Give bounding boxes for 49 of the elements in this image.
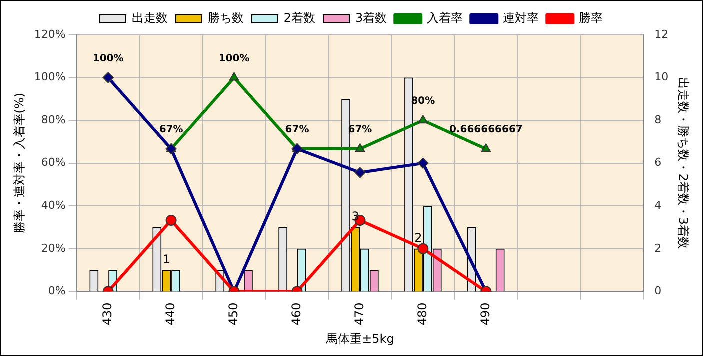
y2-tick-label: 2 (654, 242, 662, 255)
x-tick-label: 430 (100, 302, 114, 326)
legend-label: 3着数 (356, 11, 388, 26)
point (166, 144, 177, 155)
point (418, 115, 428, 124)
legend-label: 勝率 (579, 11, 604, 26)
point (354, 167, 366, 178)
legend-label: 連対率 (503, 11, 540, 26)
y-tick-label: 0% (48, 284, 66, 298)
y-tick-label: 120% (34, 28, 66, 41)
y2-tick-label: 6 (654, 156, 662, 170)
data-label: 2 (414, 231, 422, 246)
legend-label: 2着数 (284, 11, 316, 26)
point (166, 214, 177, 226)
point (229, 72, 240, 81)
x-tick-label: 460 (289, 302, 304, 326)
y2-tick-label: 4 (654, 198, 662, 212)
y2-tick-label: 10 (654, 70, 669, 84)
legend-label: 入着率 (427, 11, 464, 26)
data-label: 67% (159, 124, 184, 136)
x-axis-title: 馬体重±5kg (325, 332, 394, 346)
point (418, 158, 429, 169)
data-label: 1 (162, 252, 170, 266)
data-label: 67% (285, 124, 310, 136)
point (102, 72, 114, 84)
point (355, 144, 366, 152)
x-tick-label: 450 (226, 302, 240, 326)
y-tick-label: 40% (41, 198, 66, 212)
y2-tick-label: 8 (654, 113, 662, 126)
data-label: 100% (218, 53, 250, 64)
legend-label: 勝ち数 (208, 11, 244, 26)
legend-label: 出走数 (132, 11, 168, 26)
point (481, 144, 491, 152)
data-label: 3 (352, 210, 360, 224)
annotation: 100% (92, 53, 124, 64)
y2-axis-title: 出走数・勝ち数・2着数・3着数 (676, 78, 691, 249)
y2-tick-label: 0 (654, 284, 662, 298)
x-tick-label: 440 (163, 302, 178, 326)
y2-tick-label: 12 (654, 28, 669, 41)
y-tick-label: 80% (41, 113, 66, 126)
y-tick-label: 20% (41, 242, 66, 255)
y-axis-title: 勝率・連対率・入着率(%) (12, 92, 26, 234)
point (292, 144, 303, 155)
y-tick-label: 60% (41, 156, 66, 170)
x-tick-label: 490 (478, 302, 492, 326)
x-tick-label: 480 (415, 302, 430, 326)
y-tick-label: 100% (34, 70, 66, 84)
x-tick-label: 470 (352, 302, 366, 326)
data-label: 0.666666667 (449, 124, 523, 136)
